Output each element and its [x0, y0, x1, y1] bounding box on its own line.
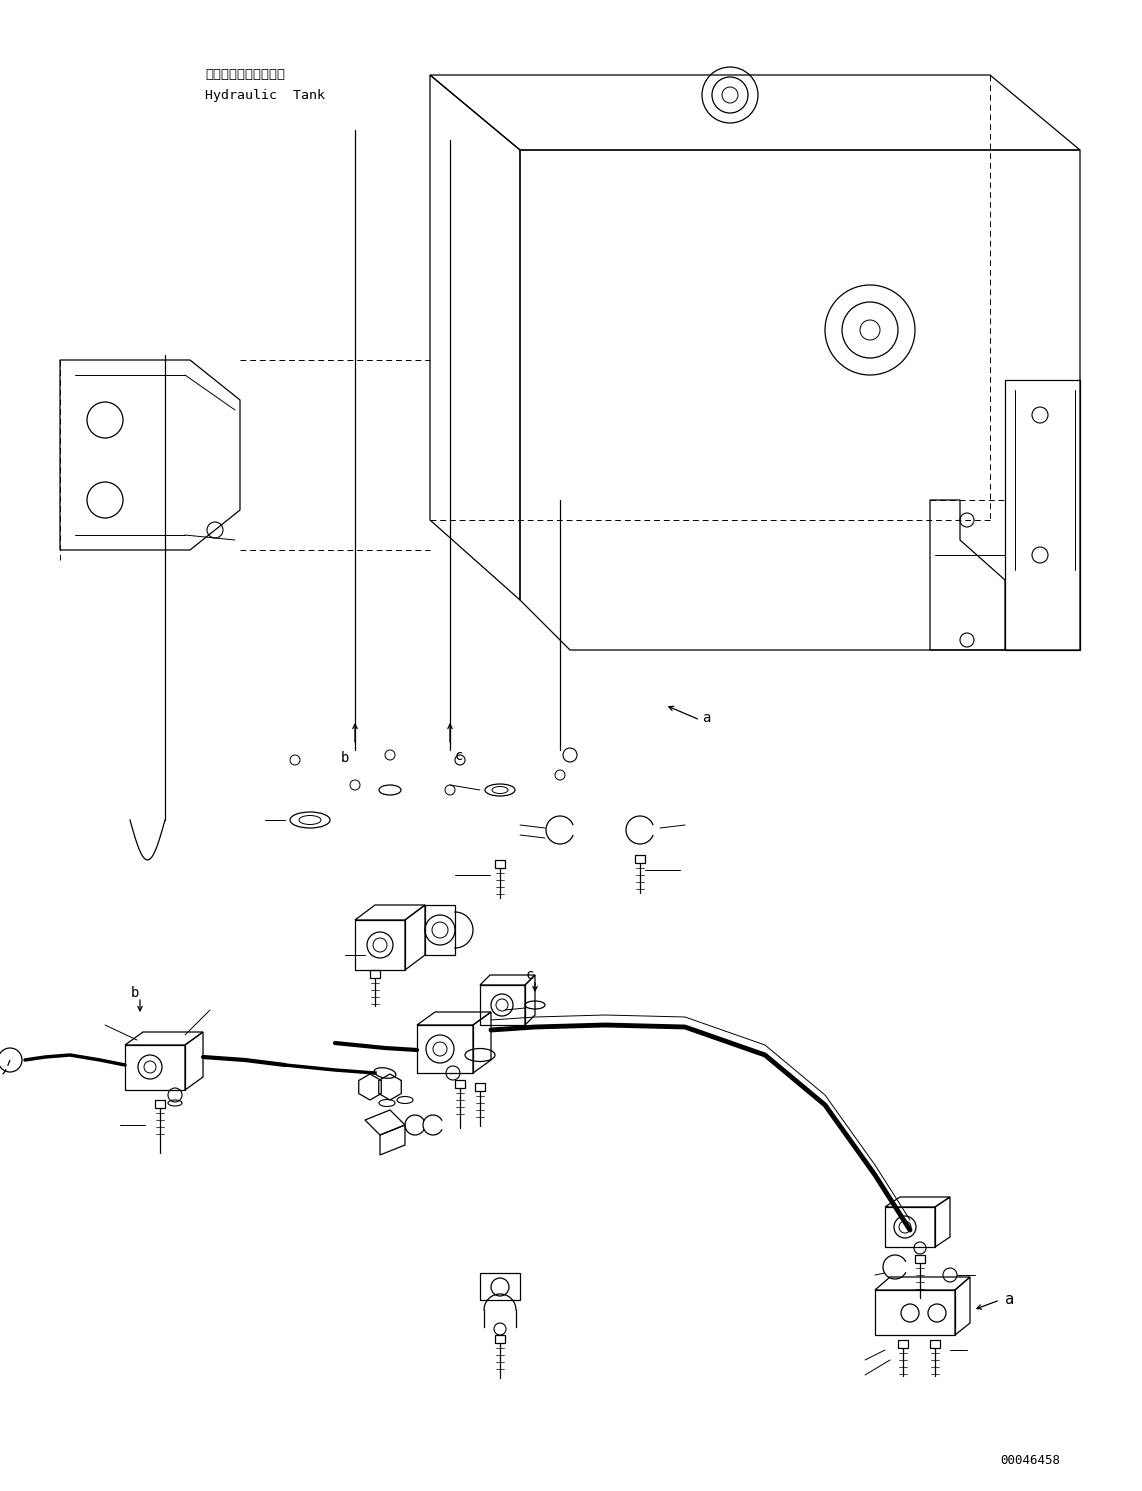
Text: b: b	[340, 751, 349, 765]
Text: a: a	[1005, 1293, 1014, 1308]
Circle shape	[722, 86, 738, 103]
Text: 00046458: 00046458	[1000, 1454, 1060, 1467]
Text: a: a	[702, 711, 710, 725]
Text: Hydraulic  Tank: Hydraulic Tank	[206, 88, 325, 101]
Text: c: c	[525, 968, 534, 983]
Text: b: b	[131, 986, 139, 1000]
Circle shape	[860, 321, 880, 340]
Text: ハイドロリックタンク: ハイドロリックタンク	[206, 69, 286, 82]
Text: c: c	[455, 748, 464, 763]
